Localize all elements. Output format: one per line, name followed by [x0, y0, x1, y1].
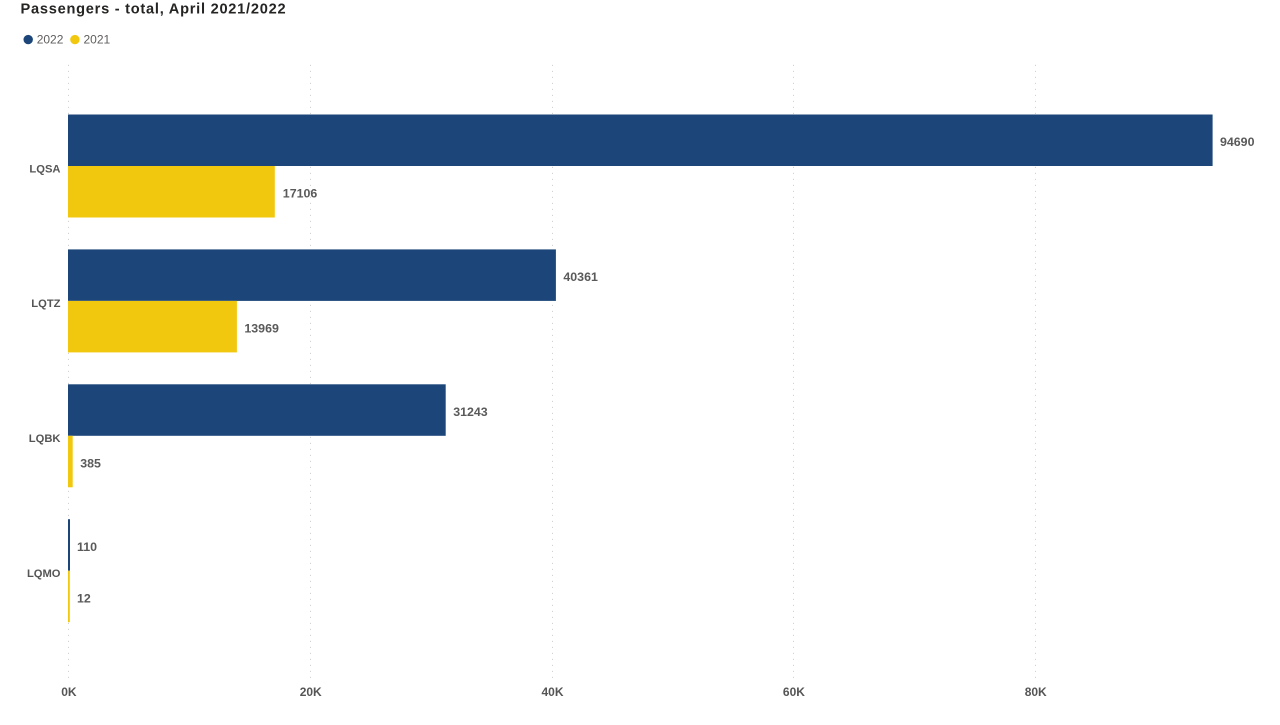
svg-text:13969: 13969: [244, 322, 279, 336]
svg-text:60K: 60K: [783, 685, 805, 699]
svg-text:LQSA: LQSA: [29, 163, 60, 175]
svg-text:2021: 2021: [84, 33, 111, 47]
svg-text:LQMO: LQMO: [27, 568, 61, 580]
svg-text:80K: 80K: [1025, 685, 1047, 699]
svg-text:20K: 20K: [300, 685, 322, 699]
svg-text:0K: 0K: [61, 685, 77, 699]
svg-text:LQTZ: LQTZ: [31, 298, 60, 310]
svg-text:LQBK: LQBK: [29, 433, 61, 445]
svg-text:94690: 94690: [1220, 135, 1255, 149]
svg-text:12: 12: [77, 591, 91, 605]
svg-text:17106: 17106: [283, 187, 318, 201]
svg-text:40361: 40361: [563, 270, 598, 284]
svg-text:31243: 31243: [453, 405, 488, 419]
svg-text:40K: 40K: [541, 685, 563, 699]
svg-text:385: 385: [80, 456, 101, 470]
svg-text:Passengers - total, April 2021: Passengers - total, April 2021/2022: [21, 1, 287, 17]
svg-text:110: 110: [77, 540, 97, 554]
svg-text:2022: 2022: [37, 33, 64, 47]
